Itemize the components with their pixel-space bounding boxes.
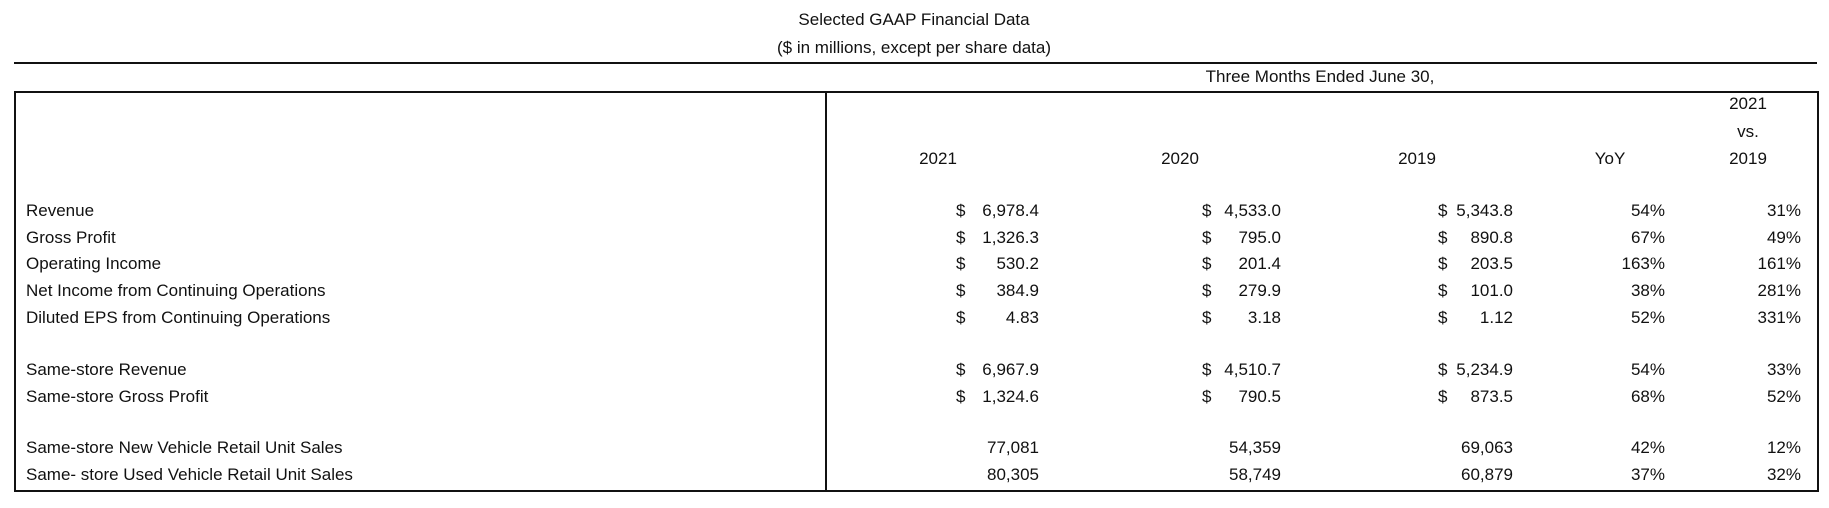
cell-value: 4,533.0 bbox=[1224, 201, 1281, 220]
cell-value: 203.5 bbox=[1470, 254, 1513, 273]
cell-value: 60,879 bbox=[1461, 465, 1513, 484]
currency-sign: $ bbox=[1438, 387, 1448, 406]
cell-value: 279.9 bbox=[1238, 281, 1281, 300]
column-header: 2020 bbox=[1161, 149, 1199, 168]
column-divider bbox=[825, 91, 827, 490]
cell-value: 77,081 bbox=[987, 438, 1039, 457]
cell-value: 795.0 bbox=[1238, 228, 1281, 247]
top-rule bbox=[14, 62, 1817, 64]
cell-value: 37% bbox=[1630, 465, 1665, 484]
row-label: Diluted EPS from Continuing Operations bbox=[26, 308, 331, 327]
currency-sign: $ bbox=[956, 281, 966, 300]
column-header: 2019 bbox=[1398, 149, 1436, 168]
cell-value: 33% bbox=[1766, 360, 1801, 379]
row-label: Net Income from Continuing Operations bbox=[26, 281, 326, 300]
cell-value: 68% bbox=[1630, 387, 1665, 406]
cell-value: 38% bbox=[1630, 281, 1665, 300]
cell-value: 42% bbox=[1630, 438, 1665, 457]
currency-sign: $ bbox=[1202, 254, 1212, 273]
cell-value: 5,234.9 bbox=[1456, 360, 1513, 379]
column-header: 2021 bbox=[919, 149, 957, 168]
currency-sign: $ bbox=[1202, 387, 1212, 406]
currency-sign: $ bbox=[1438, 308, 1448, 327]
cell-value: 69,063 bbox=[1461, 438, 1513, 457]
column-header: 2021 bbox=[1729, 94, 1767, 113]
period-heading: Three Months Ended June 30, bbox=[1205, 67, 1435, 86]
currency-sign: $ bbox=[956, 201, 966, 220]
cell-value: 5,343.8 bbox=[1456, 201, 1513, 220]
currency-sign: $ bbox=[1202, 201, 1212, 220]
row-label: Gross Profit bbox=[26, 228, 116, 247]
cell-value: 52% bbox=[1766, 387, 1801, 406]
cell-value: 1.12 bbox=[1479, 308, 1513, 327]
cell-value: 12% bbox=[1766, 438, 1801, 457]
cell-value: 890.8 bbox=[1470, 228, 1513, 247]
currency-sign: $ bbox=[1202, 308, 1212, 327]
column-header: YoY bbox=[1594, 149, 1626, 168]
cell-value: 6,967.9 bbox=[982, 360, 1039, 379]
currency-sign: $ bbox=[956, 254, 966, 273]
title: Selected GAAP Financial Data bbox=[798, 10, 1030, 29]
cell-value: 790.5 bbox=[1238, 387, 1281, 406]
row-label: Revenue bbox=[26, 201, 95, 220]
cell-value: 54% bbox=[1630, 201, 1665, 220]
currency-sign: $ bbox=[1438, 228, 1448, 247]
cell-value: 201.4 bbox=[1238, 254, 1281, 273]
cell-value: 3.18 bbox=[1247, 308, 1281, 327]
currency-sign: $ bbox=[1438, 254, 1448, 273]
cell-value: 58,749 bbox=[1229, 465, 1281, 484]
cell-value: 281% bbox=[1757, 281, 1801, 300]
currency-sign: $ bbox=[1202, 360, 1212, 379]
cell-value: 161% bbox=[1757, 254, 1801, 273]
currency-sign: $ bbox=[956, 308, 966, 327]
table-box bbox=[14, 91, 1819, 492]
cell-value: 49% bbox=[1766, 228, 1801, 247]
row-label: Same-store Revenue bbox=[26, 360, 187, 379]
column-header: vs. bbox=[1737, 121, 1759, 141]
currency-sign: $ bbox=[1438, 281, 1448, 300]
cell-value: 331% bbox=[1757, 308, 1801, 327]
cell-value: 1,324.6 bbox=[982, 387, 1039, 406]
cell-value: 163% bbox=[1621, 254, 1665, 273]
row-label: Same- store Used Vehicle Retail Unit Sal… bbox=[26, 465, 353, 484]
cell-value: 4,510.7 bbox=[1224, 360, 1281, 379]
cell-value: 52% bbox=[1630, 308, 1665, 327]
cell-value: 530.2 bbox=[996, 254, 1039, 273]
cell-value: 384.9 bbox=[996, 281, 1039, 300]
currency-sign: $ bbox=[956, 387, 966, 406]
cell-value: 54,359 bbox=[1229, 438, 1281, 457]
currency-sign: $ bbox=[1202, 281, 1212, 300]
currency-sign: $ bbox=[1202, 228, 1212, 247]
row-label: Operating Income bbox=[26, 254, 162, 273]
cell-value: 32% bbox=[1766, 465, 1801, 484]
currency-sign: $ bbox=[956, 228, 966, 247]
subtitle: ($ in millions, except per share data) bbox=[776, 38, 1052, 57]
cell-value: 54% bbox=[1630, 360, 1665, 379]
currency-sign: $ bbox=[1438, 360, 1448, 379]
cell-value: 67% bbox=[1630, 228, 1665, 247]
row-label: Same-store New Vehicle Retail Unit Sales bbox=[26, 438, 343, 457]
cell-value: 873.5 bbox=[1470, 387, 1513, 406]
currency-sign: $ bbox=[956, 360, 966, 379]
currency-sign: $ bbox=[1438, 201, 1448, 220]
cell-value: 4.83 bbox=[1005, 308, 1039, 327]
cell-value: 1,326.3 bbox=[982, 228, 1039, 247]
cell-value: 6,978.4 bbox=[982, 201, 1039, 220]
column-header: 2019 bbox=[1729, 149, 1767, 168]
cell-value: 80,305 bbox=[987, 465, 1039, 484]
cell-value: 31% bbox=[1766, 201, 1801, 220]
cell-value: 101.0 bbox=[1470, 281, 1513, 300]
row-label: Same-store Gross Profit bbox=[26, 387, 209, 406]
